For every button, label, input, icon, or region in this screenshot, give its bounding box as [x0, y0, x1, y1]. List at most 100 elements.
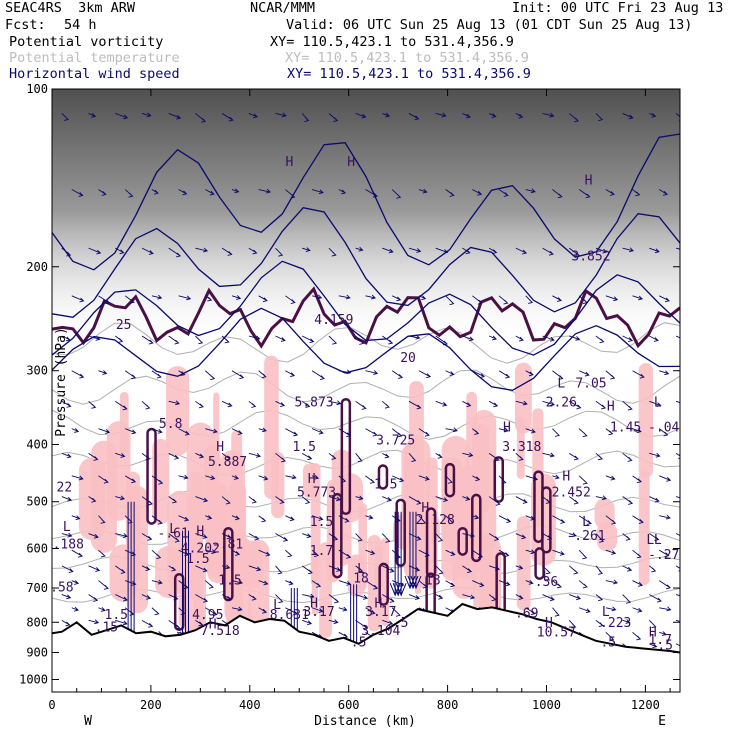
wind-arrow — [195, 565, 208, 573]
wind-arrow — [435, 565, 444, 575]
wind-arrow — [285, 580, 294, 586]
pv-patch — [472, 409, 497, 556]
wind-arrow — [622, 619, 631, 624]
pv-label: H — [374, 596, 382, 611]
wind-arrow — [525, 549, 536, 555]
wind-arrow — [141, 565, 151, 572]
wind-arrow — [302, 247, 311, 252]
wind-arrow — [382, 112, 391, 118]
wind-arrow — [168, 594, 179, 601]
wind-speed-contour — [52, 133, 680, 271]
wind-arrow — [435, 400, 448, 407]
wind-arrow — [595, 247, 608, 254]
wind-arrow — [168, 533, 180, 543]
wind-arrow — [686, 632, 697, 641]
wind-arrow — [408, 496, 422, 505]
pv-label: .5 — [393, 616, 409, 631]
pv-label: 2.26 — [546, 396, 577, 411]
wind-arrow — [632, 549, 642, 559]
pv-patch — [311, 552, 319, 616]
pv-label: H — [347, 155, 355, 170]
wind-arrow — [605, 370, 616, 380]
wind-arrow — [472, 549, 484, 559]
wind-arrow — [178, 474, 189, 480]
wind-arrow — [382, 594, 395, 603]
pv-label: 1.45 — [610, 420, 641, 435]
pv-label: -.61 — [157, 527, 188, 542]
wind-arrow — [124, 549, 137, 557]
wind-arrow — [622, 247, 634, 253]
wind-arrow — [285, 295, 296, 304]
y-tick-label: 400 — [26, 438, 48, 452]
wind-arrow — [88, 335, 101, 341]
wind-arrow — [659, 370, 670, 376]
wind-arrow — [569, 594, 582, 601]
wind-arrow — [98, 295, 111, 305]
wind-arrow — [115, 533, 128, 538]
strong-wind-arrow — [395, 511, 407, 597]
wind-arrow — [542, 400, 555, 407]
wind-arrow — [301, 400, 311, 408]
wind-arrow — [258, 607, 268, 614]
wind-arrow — [248, 452, 261, 458]
wind-arrow — [498, 549, 510, 557]
wind-arrow — [338, 475, 347, 483]
wind-arrow — [355, 400, 367, 410]
wind-arrow — [205, 549, 217, 554]
pv-label: 4.95 — [192, 608, 223, 623]
y-tick-label: 300 — [26, 364, 48, 378]
wind-arrow — [311, 474, 320, 480]
wind-arrow — [98, 189, 107, 196]
wind-arrow — [435, 335, 448, 346]
wind-arrow — [462, 400, 472, 408]
pv-label: 3.318 — [502, 440, 541, 455]
wind-arrow — [515, 533, 527, 540]
wind-arrow — [248, 496, 257, 504]
wind-arrow — [231, 579, 243, 585]
wind-arrow — [445, 475, 453, 484]
pv-label: 5.773 — [297, 486, 336, 501]
wind-speed-contour — [52, 206, 680, 318]
field-xy-wind: XY= 110.5,423.1 to 531.4,356.9 — [287, 66, 531, 82]
wind-arrow — [515, 452, 524, 461]
wind-arrow — [231, 370, 245, 380]
wind-arrow — [488, 400, 499, 408]
wind-arrow — [98, 607, 106, 612]
wind-arrow — [686, 371, 698, 378]
wind-arrow — [328, 400, 342, 406]
wind-arrow — [98, 428, 111, 434]
wind-arrow — [168, 247, 182, 258]
wind-arrow — [462, 565, 473, 574]
wind-arrow — [418, 515, 427, 525]
wind-arrow — [525, 475, 539, 481]
wind-arrow — [488, 533, 500, 541]
wind-arrow — [552, 370, 564, 380]
wind-arrow — [418, 580, 428, 589]
wind-arrow — [542, 247, 554, 256]
wind-arrow — [542, 565, 551, 575]
wind-arrow — [675, 565, 680, 572]
org-label: NCAR/MMM — [250, 0, 316, 16]
plot-frame — [51, 88, 681, 693]
wind-arrow — [248, 335, 261, 341]
pv-label: L — [543, 570, 551, 585]
wind-arrow — [195, 247, 209, 253]
wind-arrow — [552, 474, 560, 480]
wind-arrow — [178, 295, 192, 301]
wind-arrow — [248, 533, 260, 541]
theta-contour — [52, 369, 680, 405]
pv-contour — [173, 572, 185, 632]
wind-arrow — [391, 607, 401, 617]
wind-arrow — [71, 580, 80, 585]
wind-arrow — [605, 475, 616, 481]
wind-arrow — [595, 495, 607, 501]
wind-arrow — [568, 452, 579, 461]
wind-arrow — [498, 515, 512, 524]
pv-label: H — [421, 501, 429, 516]
wind-arrow — [418, 428, 430, 437]
wind-arrow — [445, 189, 455, 197]
wind-arrow — [365, 607, 376, 615]
wind-arrow — [231, 295, 242, 300]
wind-arrow — [328, 594, 340, 604]
wind-arrow — [435, 247, 449, 254]
